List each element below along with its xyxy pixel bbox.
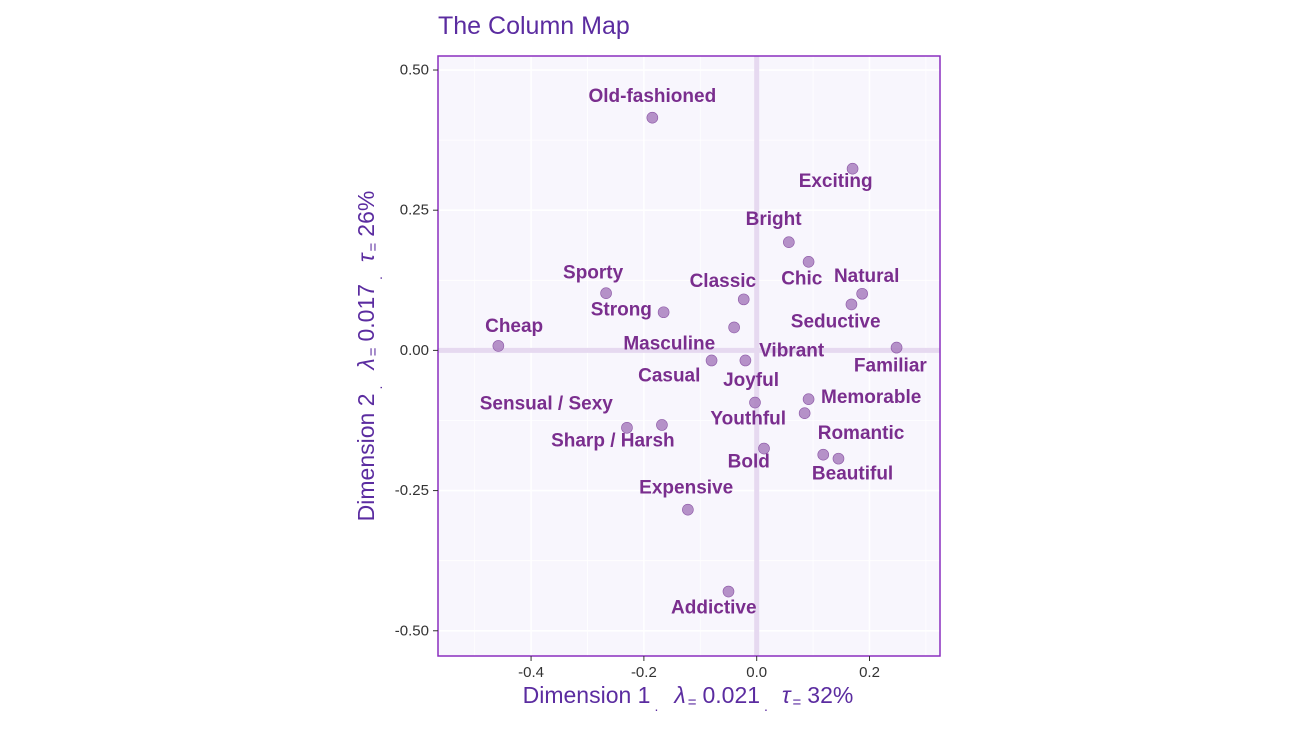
x-axis-ticks: -0.4 -0.2 0.0 0.2 [518, 656, 880, 681]
point-sharp-harsh [656, 419, 668, 431]
x-axis-title: Dimension 1. λ = 0.021. τ = 32% [523, 682, 854, 714]
point-sensual-sexy [621, 421, 633, 434]
point-chic [802, 255, 815, 268]
label-youthful: Youthful [710, 408, 786, 429]
label-seductive: Seductive [791, 311, 881, 332]
point-old-fashioned [646, 111, 659, 124]
plot-border [437, 55, 941, 657]
label-joyful: Joyful [723, 370, 779, 391]
label-sensual-sexy: Sensual / Sexy [480, 394, 614, 415]
label-vibrant: Vibrant [759, 340, 825, 361]
x-axis-lambda: 0.021 [702, 682, 760, 708]
point-familiar [890, 341, 903, 354]
x-tick-label: 0.2 [859, 664, 880, 681]
x-axis-dim: Dimension 1 [523, 682, 651, 708]
x-tick-label: 0.0 [746, 664, 767, 681]
point-sporty [600, 287, 612, 299]
point-addictive [722, 585, 735, 598]
y-axis-tau: 26% [353, 191, 379, 237]
x-tick-label: -0.4 [518, 664, 544, 681]
point-bright [783, 236, 795, 248]
label-exciting: Exciting [799, 171, 873, 192]
point-vibrant [739, 354, 752, 367]
point-bold [758, 442, 770, 455]
label-strong: Strong [591, 300, 652, 321]
label-casual: Casual [638, 366, 700, 387]
chart-title: The Column Map [438, 12, 630, 40]
point-exciting [846, 162, 859, 175]
label-old-fashioned: Old-fashioned [588, 86, 716, 107]
y-axis-dim: Dimension 2 [353, 394, 379, 522]
point-youthful [798, 407, 811, 419]
point-strong [657, 306, 670, 319]
data-points [492, 111, 903, 598]
y-axis-ticks: 0.50 0.25 0.00 -0.25 -0.50 [395, 62, 438, 639]
y-tick-label: -0.25 [395, 482, 429, 499]
y-tick-label: 0.25 [400, 202, 429, 219]
plot-panel [438, 56, 940, 656]
label-memorable: Memorable [821, 387, 921, 408]
point-joyful [749, 396, 761, 409]
label-addictive: Addictive [671, 597, 757, 618]
label-romantic: Romantic [818, 423, 905, 444]
y-tick-label: 0.50 [400, 62, 429, 79]
label-expensive: Expensive [639, 477, 733, 498]
point-casual [705, 354, 718, 367]
y-tick-label: -0.50 [395, 622, 429, 639]
point-romantic [817, 448, 830, 461]
point-cheap [492, 340, 505, 352]
label-beautiful: Beautiful [812, 463, 893, 484]
origin-lines [438, 56, 940, 656]
label-masculine: Masculine [623, 334, 715, 355]
point-memorable [802, 393, 815, 405]
y-tick-label: 0.00 [400, 342, 429, 359]
label-chic: Chic [781, 269, 823, 290]
label-natural: Natural [834, 266, 899, 287]
label-classic: Classic [690, 271, 757, 292]
point-labels: Old-fashioned Exciting Bright Chic Natural Cl… [480, 86, 928, 618]
y-axis-title: Dimension 2.λ=0.017.τ=26% [353, 191, 385, 522]
y-axis-lambda: 0.017 [353, 284, 379, 342]
label-bright: Bright [746, 209, 803, 230]
label-sharp-harsh: Sharp / Harsh [551, 431, 675, 452]
label-familiar: Familiar [854, 356, 927, 377]
point-seductive [845, 298, 858, 311]
point-natural [856, 287, 868, 300]
x-tick-label: -0.2 [631, 664, 657, 681]
grid-lines [438, 56, 940, 656]
point-beautiful [832, 452, 845, 465]
point-expensive [682, 503, 694, 516]
point-classic [737, 293, 750, 306]
label-bold: Bold [728, 451, 770, 472]
label-sporty: Sporty [563, 263, 624, 284]
label-cheap: Cheap [485, 316, 543, 337]
x-axis-tau: 32% [807, 682, 853, 708]
point-masculine [728, 321, 740, 334]
